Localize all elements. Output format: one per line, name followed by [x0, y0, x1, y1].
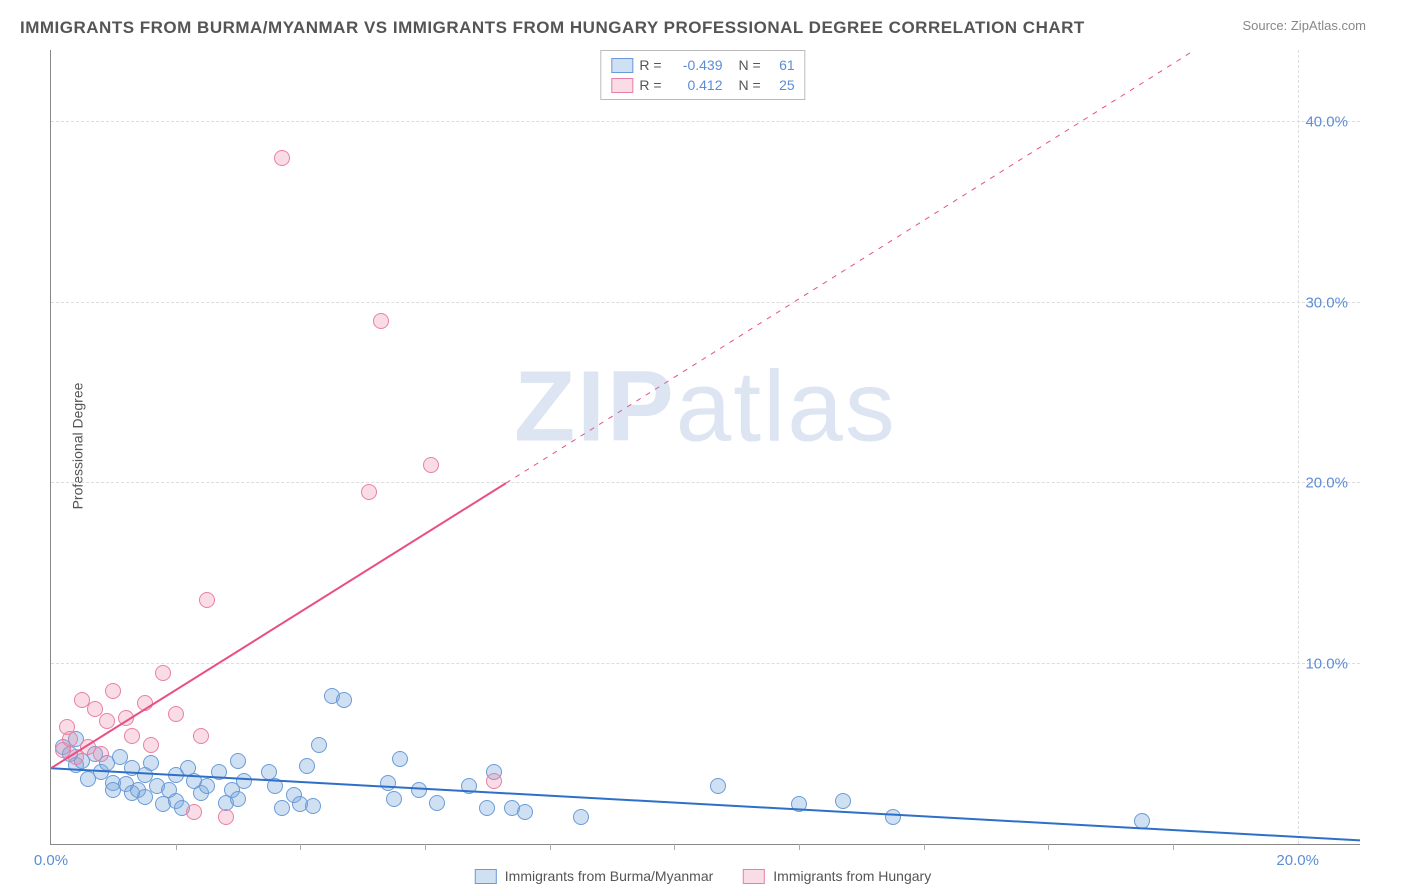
data-point — [710, 778, 726, 794]
legend-swatch-series2 — [743, 869, 765, 884]
series-legend: Immigrants from Burma/Myanmar Immigrants… — [475, 868, 931, 884]
watermark-bold: ZIP — [514, 351, 676, 463]
legend-item-series2: Immigrants from Hungary — [743, 868, 931, 884]
legend-swatch-series2 — [611, 78, 633, 93]
legend-item-series1: Immigrants from Burma/Myanmar — [475, 868, 713, 884]
data-point — [336, 692, 352, 708]
x-tick-minor — [799, 844, 800, 850]
gridline — [51, 121, 1360, 122]
data-point — [168, 706, 184, 722]
data-point — [1134, 813, 1150, 829]
vgridline — [1298, 50, 1299, 844]
legend-row-series1: R = -0.439 N = 61 — [611, 55, 794, 75]
data-point — [573, 809, 589, 825]
r-value-series2: 0.412 — [668, 77, 723, 93]
data-point — [193, 728, 209, 744]
r-value-series1: -0.439 — [668, 57, 723, 73]
data-point — [143, 737, 159, 753]
x-tick-minor — [425, 844, 426, 850]
data-point — [299, 758, 315, 774]
data-point — [274, 150, 290, 166]
data-point — [392, 751, 408, 767]
data-point — [380, 775, 396, 791]
data-point — [93, 746, 109, 762]
data-point — [373, 313, 389, 329]
data-point — [143, 755, 159, 771]
n-value-series1: 61 — [767, 57, 795, 73]
data-point — [361, 484, 377, 500]
data-point — [186, 804, 202, 820]
y-tick-label: 30.0% — [1305, 294, 1348, 311]
gridline — [51, 482, 1360, 483]
data-point — [99, 713, 115, 729]
legend-swatch-series1 — [475, 869, 497, 884]
watermark-light: atlas — [676, 351, 897, 463]
n-label: N = — [739, 77, 761, 93]
legend-row-series2: R = 0.412 N = 25 — [611, 75, 794, 95]
watermark: ZIPatlas — [514, 350, 897, 465]
data-point — [118, 710, 134, 726]
data-point — [835, 793, 851, 809]
data-point — [791, 796, 807, 812]
y-tick-label: 10.0% — [1305, 655, 1348, 672]
data-point — [885, 809, 901, 825]
x-tick-label: 20.0% — [1276, 852, 1319, 869]
y-tick-label: 40.0% — [1305, 114, 1348, 131]
data-point — [274, 800, 290, 816]
correlation-legend: R = -0.439 N = 61 R = 0.412 N = 25 — [600, 50, 805, 100]
data-point — [486, 773, 502, 789]
x-tick-minor — [1048, 844, 1049, 850]
data-point — [218, 809, 234, 825]
data-point — [236, 773, 252, 789]
chart-plot-area: ZIPatlas 10.0%20.0%30.0%40.0%0.0%20.0% — [50, 50, 1360, 845]
data-point — [461, 778, 477, 794]
data-point — [124, 728, 140, 744]
data-point — [305, 798, 321, 814]
data-point — [479, 800, 495, 816]
data-point — [423, 457, 439, 473]
data-point — [411, 782, 427, 798]
source-label: Source: ZipAtlas.com — [1242, 18, 1366, 33]
r-label: R = — [639, 77, 661, 93]
data-point — [211, 764, 227, 780]
gridline — [51, 302, 1360, 303]
data-point — [230, 753, 246, 769]
data-point — [429, 795, 445, 811]
data-point — [199, 778, 215, 794]
x-tick-minor — [300, 844, 301, 850]
x-tick-minor — [674, 844, 675, 850]
data-point — [62, 731, 78, 747]
data-point — [517, 804, 533, 820]
gridline — [51, 663, 1360, 664]
data-point — [386, 791, 402, 807]
x-tick-minor — [176, 844, 177, 850]
y-tick-label: 20.0% — [1305, 475, 1348, 492]
x-tick-minor — [1173, 844, 1174, 850]
legend-swatch-series1 — [611, 58, 633, 73]
x-tick-minor — [924, 844, 925, 850]
data-point — [87, 701, 103, 717]
regression-lines-layer — [51, 50, 1360, 844]
chart-title: IMMIGRANTS FROM BURMA/MYANMAR VS IMMIGRA… — [20, 18, 1085, 38]
data-point — [230, 791, 246, 807]
legend-label-series1: Immigrants from Burma/Myanmar — [505, 868, 713, 884]
x-tick-minor — [550, 844, 551, 850]
legend-label-series2: Immigrants from Hungary — [773, 868, 931, 884]
data-point — [137, 695, 153, 711]
n-label: N = — [739, 57, 761, 73]
r-label: R = — [639, 57, 661, 73]
data-point — [199, 592, 215, 608]
x-tick-label: 0.0% — [34, 852, 68, 869]
data-point — [267, 778, 283, 794]
data-point — [105, 683, 121, 699]
n-value-series2: 25 — [767, 77, 795, 93]
data-point — [155, 665, 171, 681]
data-point — [311, 737, 327, 753]
